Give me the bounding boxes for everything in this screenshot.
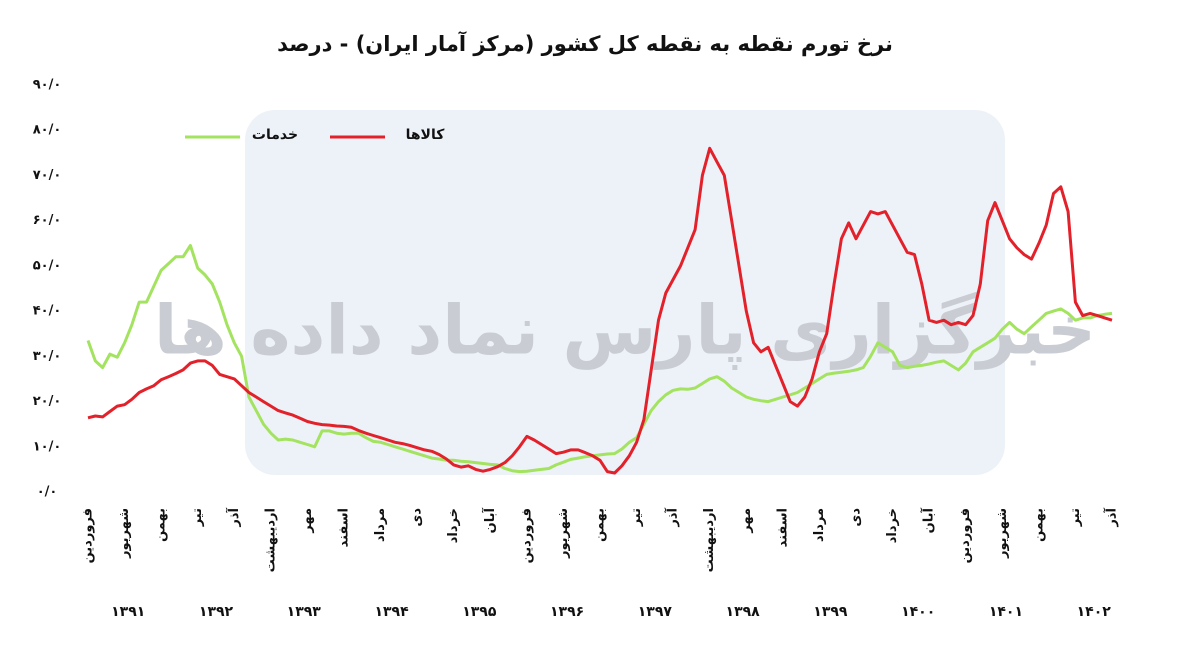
x-tick-label: آبان <box>481 507 498 533</box>
year-label: ۱۳۹۹ <box>813 604 848 620</box>
x-tick-label: فروردین <box>519 508 534 563</box>
y-tick-label: ۴۰/۰ <box>33 304 62 319</box>
watermark: خبرگزاری پارس نماد داده ها <box>154 292 1096 371</box>
y-tick-label: ۵۰/۰ <box>33 258 62 273</box>
x-tick-label: مهر <box>300 508 315 534</box>
x-tick-label: بهمن <box>593 508 608 542</box>
series-line <box>87 146 1113 475</box>
x-tick-label: اسفند <box>775 508 790 547</box>
legend-label: کالاها <box>406 127 446 143</box>
y-tick-label: ۷۰/۰ <box>33 168 62 183</box>
x-tick-label: شهریور <box>556 508 571 559</box>
x-tick-label: خرداد <box>885 508 900 543</box>
year-label: ۱۳۹۵ <box>462 604 497 620</box>
y-tick-label: ۰/۰ <box>37 485 58 500</box>
x-tick-label: تیر <box>1068 508 1083 527</box>
series-line <box>86 244 1113 474</box>
x-tick-label: اردیبهشت <box>702 508 717 572</box>
x-tick-label: آذر <box>1103 507 1120 527</box>
year-label: ۱۳۹۱ <box>111 604 145 620</box>
x-tick-label: آذر <box>664 507 681 527</box>
x-tick-label: آبان <box>920 507 937 533</box>
year-label: ۱۳۹۷ <box>638 604 673 620</box>
x-tick-label: خرداد <box>446 508 461 543</box>
x-tick-label: مرداد <box>373 508 388 542</box>
legend-label: خدمات <box>252 127 298 143</box>
year-label: ۱۴۰۱ <box>989 604 1023 620</box>
y-tick-label: ۸۰/۰ <box>33 123 62 138</box>
year-label: ۱۴۰۰ <box>901 604 935 620</box>
x-tick-label: مرداد <box>812 508 827 542</box>
x-tick-label: دی <box>849 508 864 527</box>
year-label: ۱۴۰۲ <box>1077 604 1112 620</box>
x-tick-label: شهریور <box>995 508 1010 559</box>
year-label: ۱۳۹۲ <box>199 604 234 620</box>
year-label: ۱۳۹۴ <box>374 604 409 620</box>
year-label: ۱۳۹۶ <box>550 604 584 620</box>
x-tick-label: شهریور <box>117 508 132 559</box>
x-tick-label: بهمن <box>154 508 169 542</box>
x-tick-label: مهر <box>739 508 754 534</box>
x-tick-label: فروردین <box>958 508 973 563</box>
y-tick-label: ۹۰/۰ <box>33 78 62 93</box>
y-tick-label: ۶۰/۰ <box>33 213 62 228</box>
x-tick-label: تیر <box>190 508 205 527</box>
watermark-logo <box>245 110 1005 475</box>
x-tick-label: فروردین <box>81 508 96 563</box>
y-tick-label: ۱۰/۰ <box>33 439 62 454</box>
x-tick-label: اردیبهشت <box>263 508 278 572</box>
chart-title: نرخ تورم نقطه به نقطه کل کشور (مرکز آمار… <box>277 31 893 56</box>
x-tick-label: دی <box>410 508 425 527</box>
x-tick-label: آذر <box>225 507 242 527</box>
year-label: ۱۳۹۳ <box>287 604 322 620</box>
y-tick-label: ۳۰/۰ <box>33 349 62 364</box>
x-tick-label: اسفند <box>337 508 352 547</box>
x-tick-label: بهمن <box>1031 508 1046 542</box>
y-tick-label: ۲۰/۰ <box>33 394 62 409</box>
year-label: ۱۳۹۸ <box>726 604 761 620</box>
x-tick-label: تیر <box>629 508 644 527</box>
